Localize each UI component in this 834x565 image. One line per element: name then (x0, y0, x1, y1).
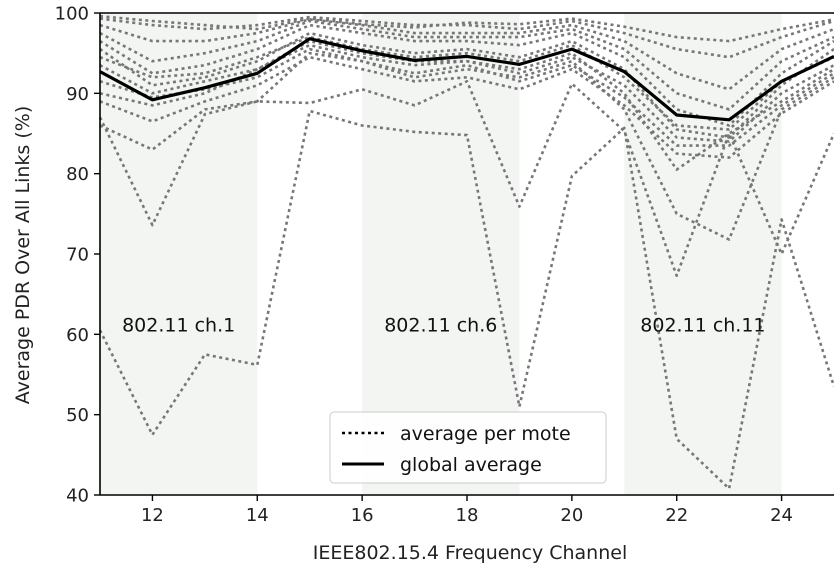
y-tick-label-50: 50 (66, 405, 89, 426)
mote-line-1 (98, 109, 834, 490)
y-tick-label-80: 80 (66, 164, 89, 185)
mote-line-2 (98, 80, 834, 278)
x-tick-label-22: 22 (665, 505, 688, 526)
y-tick-label-100: 100 (55, 4, 89, 25)
mote-line-14 (99, 55, 834, 159)
mote-line-8 (99, 18, 834, 91)
x-tick-label-20: 20 (560, 505, 583, 526)
y-tick-label-60: 60 (66, 325, 89, 346)
y-axis-label: Average PDR Over All Links (%) (12, 106, 34, 404)
band-label-1: 802.11 ch.1 (122, 315, 235, 337)
mote-series-lines (98, 14, 834, 490)
global-average-series (99, 37, 834, 122)
x-axis-label: IEEE802.15.4 Frequency Channel (313, 542, 627, 564)
axes: 40 50 60 70 80 90 100 12 14 16 18 20 22 24 (55, 4, 834, 526)
legend-box (329, 411, 607, 484)
legend: average per mote global average (329, 411, 607, 484)
band-labels: 802.11 ch.1 802.11 ch.6 802.11 ch.11 (122, 315, 765, 337)
x-tick-label-12: 12 (141, 505, 164, 526)
legend-label-1: average per mote (400, 423, 571, 445)
mote-line-3 (99, 51, 834, 241)
mote-line-13 (99, 35, 834, 131)
mote-line-11 (99, 43, 834, 143)
y-tick-label-70: 70 (66, 245, 89, 266)
x-tick-label-24: 24 (770, 505, 793, 526)
x-tick-label-14: 14 (246, 505, 269, 526)
mote-line-9 (99, 15, 834, 59)
x-tick-label-18: 18 (456, 505, 479, 526)
mote-line-6 (99, 23, 834, 127)
mote-line-12 (99, 47, 834, 147)
x-tick-label-16: 16 (351, 505, 374, 526)
mote-line-7 (99, 19, 834, 111)
band-label-2: 802.11 ch.6 (384, 315, 497, 337)
mote-line-5 (99, 31, 834, 139)
y-tick-label-90: 90 (66, 84, 89, 105)
global-average-line (99, 37, 834, 122)
legend-label-2: global average (400, 454, 542, 476)
band-3 (624, 13, 782, 495)
band-label-3: 802.11 ch.11 (640, 315, 765, 337)
y-tick-label-40: 40 (66, 486, 89, 507)
